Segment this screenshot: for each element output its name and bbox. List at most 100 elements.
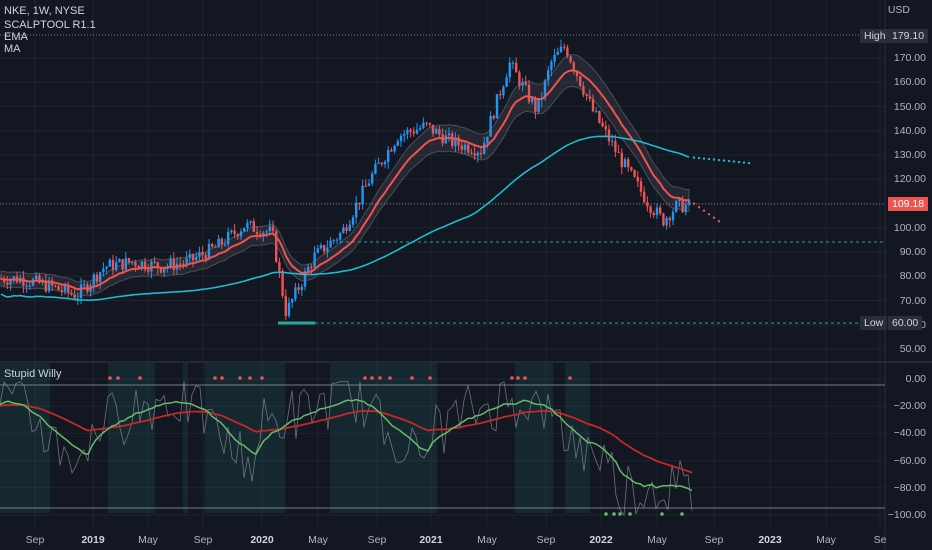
candle-body [636,176,639,182]
ma-projection-dot [702,157,706,160]
candle-body [371,173,374,184]
candle-body [435,129,438,134]
candle-body [467,144,470,153]
candle-body [355,202,358,218]
ma-line [0,135,690,301]
indicator-ma[interactable]: MA [4,43,21,55]
ma-projection-dot [707,157,711,161]
candle-body [159,268,163,273]
candle-body [588,96,591,99]
candle-body [396,141,399,146]
ma-projection-dot [727,159,731,163]
candle-body [150,261,153,272]
candle-body [419,127,422,130]
candles [0,39,691,321]
candle-body [134,261,137,267]
candle-body [92,274,95,286]
overbought-dot [410,376,414,380]
time-tick-label: May [816,534,836,546]
candle-body [326,247,329,252]
candle-body [35,275,38,280]
candle-body [358,202,361,204]
indicator-scalptool[interactable]: SCALPTOOL R1.1 [4,19,96,31]
candle-body [559,46,563,53]
candle-body [611,141,614,143]
candle-body [156,262,159,269]
candle-body [617,151,620,153]
candle-body [271,226,275,231]
candle-body [265,231,268,233]
candle-body [422,122,425,128]
oversold-dot [660,512,664,516]
candle-body [169,258,172,267]
candle-body [409,129,412,132]
candle-body [457,137,460,146]
candle-body [233,230,236,235]
candle-body [54,285,57,287]
candle-body [575,71,579,77]
candle-body [227,231,230,245]
price-tick-label: 130.00 [893,149,926,161]
candle-body [633,170,636,177]
candle-body [22,277,25,286]
indicator-ema[interactable]: EMA [4,31,28,43]
candle-body [524,82,527,85]
ema-projection-dot [702,209,706,212]
time-tick-label: May [477,534,497,546]
candle-body [518,72,521,86]
candle-body [287,302,291,316]
overbought-dot [116,376,120,380]
candle-body [390,149,393,152]
candle-body [476,152,479,156]
candle-body [495,94,499,119]
candle-body [12,276,15,280]
candle-body [163,268,166,273]
candle-body [527,84,531,102]
candle-body [649,206,652,213]
candle-body [249,221,252,223]
candle-body [598,110,601,123]
candle-body [367,183,371,186]
candle-body [108,259,111,267]
time-tick-label: Sep [367,534,387,546]
candle-body [57,285,60,291]
candle-body [246,222,249,228]
ma-projection-dot [692,156,696,159]
candle-body [502,86,505,96]
candle-body [534,98,537,112]
overbought-dot [370,376,374,380]
candle-body [403,133,406,136]
candle-body [76,298,79,300]
symbol-title[interactable]: NKE, 1W, NYSE [4,5,85,17]
oscillator-tick-label: −80.00 [893,481,926,494]
candle-body [307,266,310,272]
ema-line [0,69,690,291]
candle-body [67,284,70,293]
oversold-dot [618,512,622,516]
price-tick-label: 160.00 [893,76,926,89]
candle-body [179,263,182,265]
low-value: 60.00 [888,316,923,330]
ma-projection-dot [717,158,721,162]
candle-body [550,61,553,71]
candle-body [342,227,345,234]
overbought-dot [523,376,527,380]
candle-body [627,159,630,168]
price-tick-label: 70.00 [899,294,926,307]
candle-body [310,266,313,268]
candle-body [470,152,473,154]
candle-body [121,259,124,270]
candle-body [211,243,214,247]
current-price-tag: 109.18 [888,197,929,211]
candle-body [393,145,396,152]
candle-body [639,181,643,192]
overbought-dot [378,376,382,380]
oscillator-title[interactable]: Stupid Willy [4,368,62,380]
candle-body [230,230,233,232]
time-tick-label: Se [873,534,887,546]
time-tick-label: 2023 [758,534,782,546]
candle-body [63,284,67,292]
price-tick-label: 170.00 [893,52,926,64]
indicator-lines [0,54,751,301]
